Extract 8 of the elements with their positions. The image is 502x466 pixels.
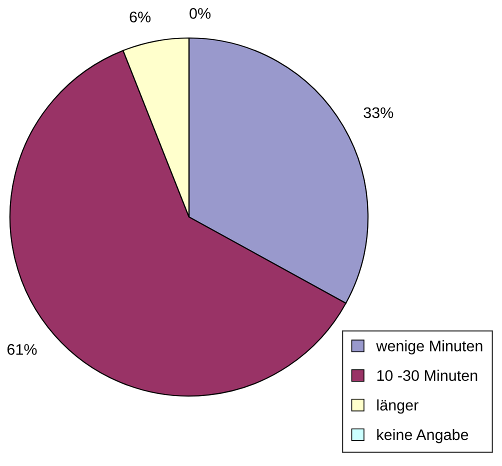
text: 0% — [190, 8, 211, 19]
legend-label: 10 -30 Minuten — [377, 370, 478, 381]
legend-label: wenige Minuten — [376, 340, 482, 354]
data-label: 61% — [7, 344, 37, 355]
data-label: 6% — [130, 12, 151, 22]
legend-label: keine Angabe — [377, 428, 468, 444]
data-label: 33% — [364, 107, 394, 118]
legend-label: länger — [377, 399, 418, 414]
